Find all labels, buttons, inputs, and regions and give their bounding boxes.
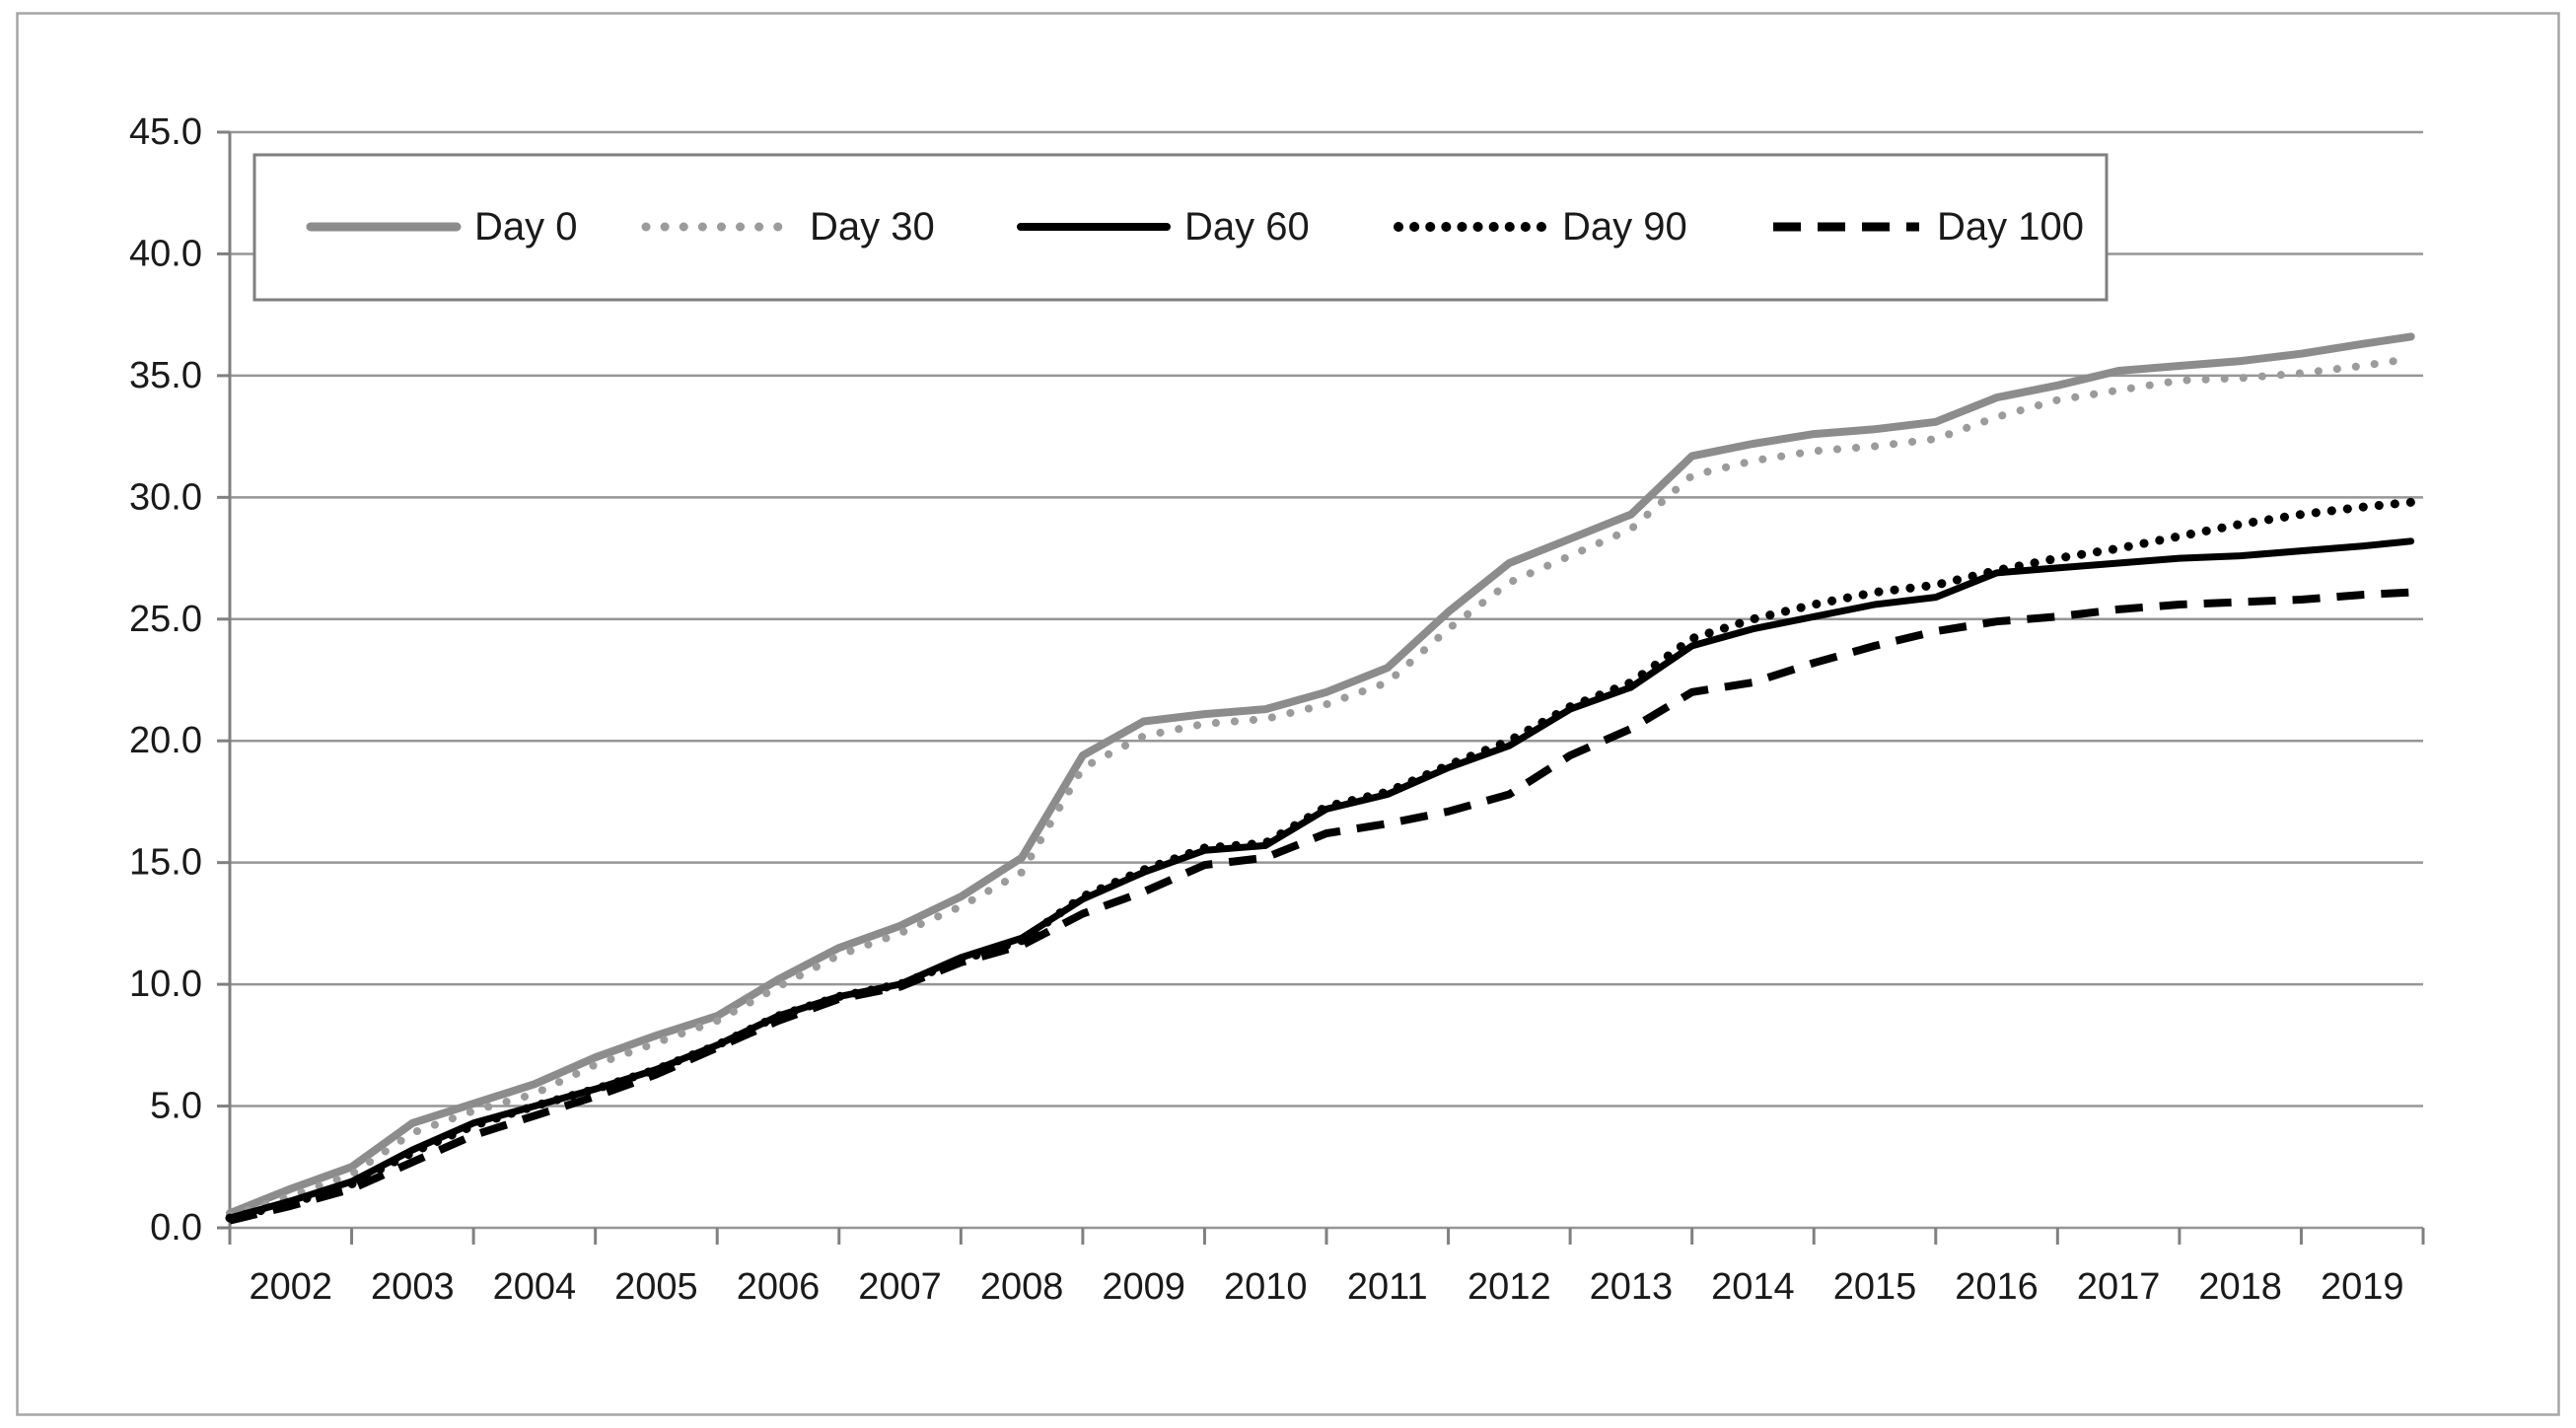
- y-axis-tick-label: 25.0: [129, 599, 202, 640]
- x-axis-tick-label: 2018: [2198, 1266, 2282, 1308]
- series-line-day-100: [229, 588, 2411, 1225]
- figure-border: [16, 12, 2560, 1416]
- legend-label: Day 90: [1562, 205, 1687, 249]
- x-axis-tick-label: 2017: [2077, 1266, 2161, 1308]
- legend-label: Day 0: [474, 205, 578, 249]
- legend-label: Day 100: [1937, 205, 2084, 249]
- series-line-day-0: [226, 332, 2415, 1218]
- x-axis-tick-label: 2013: [1590, 1266, 1674, 1308]
- x-axis-tick-label: 2011: [1347, 1266, 1428, 1308]
- x-axis-tick-label: 2015: [1833, 1266, 1917, 1308]
- x-axis-tick-label: 2002: [250, 1266, 333, 1308]
- legend-label: Day 60: [1184, 205, 1310, 249]
- x-axis-tick-label: 2014: [1711, 1266, 1795, 1308]
- y-axis-tick-label: 30.0: [129, 476, 202, 518]
- y-axis-tick-label: 35.0: [129, 355, 202, 396]
- legend-item-day-100: Day 100: [1773, 205, 2084, 249]
- x-axis-tick-label: 2016: [1955, 1266, 2039, 1308]
- y-axis-tick-label: 15.0: [129, 842, 202, 884]
- x-axis-tick-label: 2004: [493, 1266, 577, 1308]
- x-axis-tick-label: 2012: [1467, 1266, 1551, 1308]
- series-line-day-30: [226, 354, 2415, 1220]
- x-axis-tick-label: 2007: [858, 1266, 942, 1308]
- x-axis-tick-label: 2003: [371, 1266, 455, 1308]
- legend-item-day-60: Day 60: [1017, 205, 1310, 249]
- y-axis-tick-label: 0.0: [150, 1207, 202, 1249]
- x-axis-tick-label: 2008: [980, 1266, 1064, 1308]
- y-axis-tick-label: 45.0: [129, 111, 202, 153]
- y-axis-tick-label: 20.0: [129, 720, 202, 761]
- x-axis-tick-label: 2006: [737, 1266, 821, 1308]
- legend-item-day-30: Day 30: [641, 205, 935, 249]
- x-axis-tick-label: 2005: [614, 1266, 698, 1308]
- x-axis-tick-label: 2010: [1224, 1266, 1308, 1308]
- y-axis-tick-label: 10.0: [129, 964, 202, 1005]
- series-line-day-60: [226, 537, 2415, 1222]
- y-axis-tick-label: 40.0: [129, 233, 202, 274]
- legend-item-day-90: Day 90: [1394, 205, 1687, 249]
- x-axis-tick-label: 2019: [2321, 1266, 2404, 1308]
- y-axis-tick-label: 5.0: [150, 1086, 202, 1127]
- legend-label: Day 30: [810, 205, 935, 249]
- legend-item-day-0: Day 0: [306, 205, 578, 249]
- x-axis-tick-label: 2009: [1102, 1266, 1185, 1308]
